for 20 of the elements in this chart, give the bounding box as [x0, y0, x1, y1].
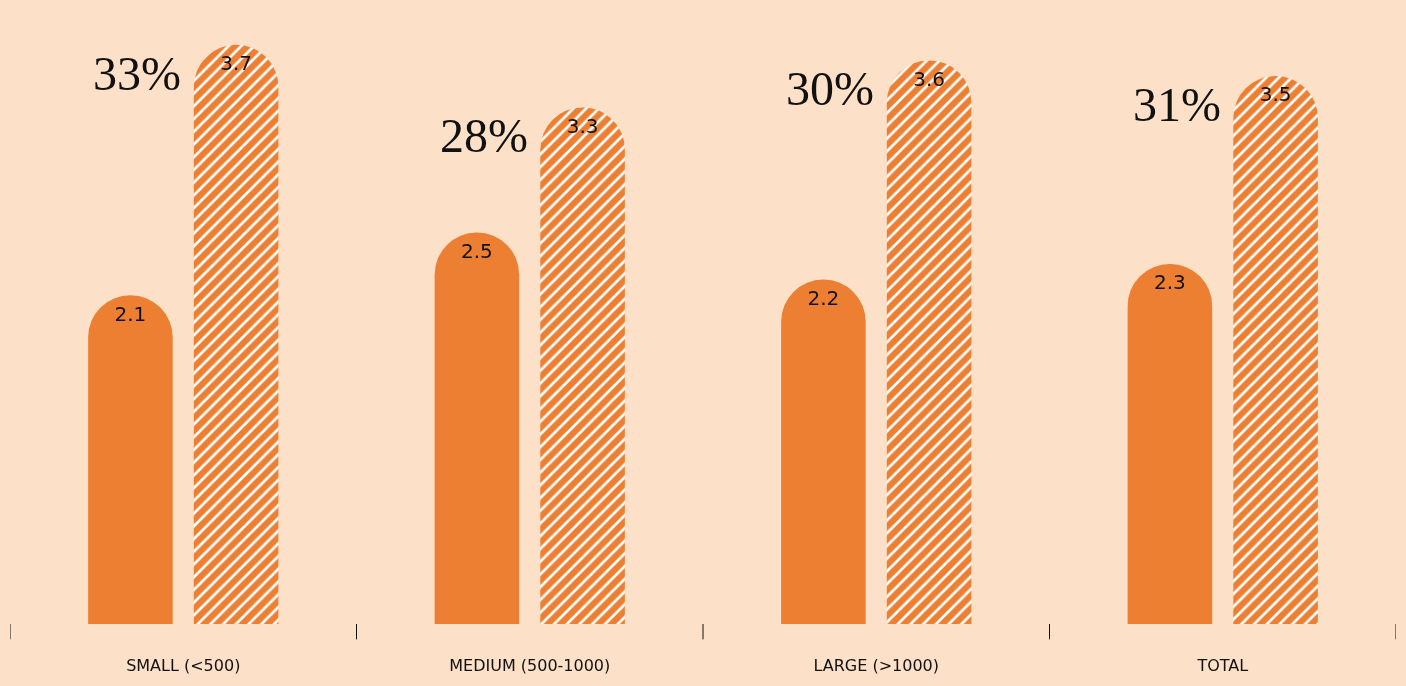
- annotation: 30%: [786, 62, 874, 115]
- x-tick-label: LARGE (>1000): [813, 656, 940, 675]
- bar: [886, 60, 972, 624]
- annotation: 28%: [440, 109, 528, 162]
- bar: [1233, 76, 1318, 624]
- bar: [193, 44, 279, 624]
- annotation: 31%: [1133, 78, 1221, 131]
- bar: [88, 295, 173, 624]
- bar: [540, 107, 625, 624]
- data-label: 2.2: [807, 285, 840, 310]
- x-tick-label: SMALL (<500): [126, 656, 241, 675]
- bar: [1127, 263, 1213, 624]
- bar: [434, 232, 520, 624]
- x-tick-label: MEDIUM (500-1000): [449, 656, 611, 675]
- data-label: 2.5: [461, 238, 493, 263]
- bar: [781, 279, 866, 624]
- data-label: 2.3: [1154, 270, 1186, 295]
- annotation: 33%: [93, 47, 181, 100]
- x-tick-label: TOTAL: [1196, 656, 1249, 675]
- data-label: 2.1: [114, 301, 147, 326]
